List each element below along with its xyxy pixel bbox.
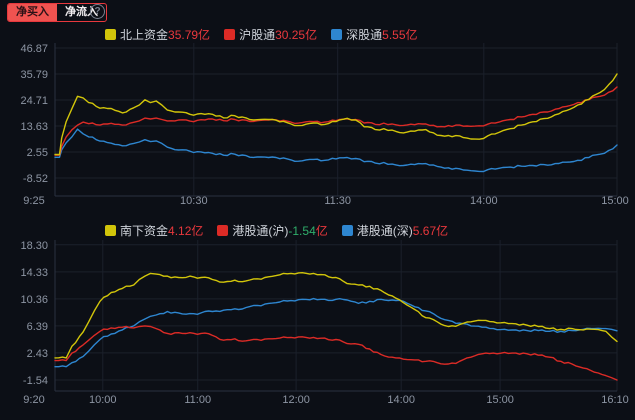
legend-unit: 亿: [436, 224, 449, 238]
swatch-red: [224, 29, 236, 40]
y-axis-tick-label: 18.30: [20, 240, 48, 252]
swatch-blue: [341, 225, 353, 236]
x-axis-tick-label: 15:00: [601, 195, 629, 207]
legend-item-shenzhen-connect: 深股通 5.55 亿: [331, 26, 418, 43]
y-axis-tick-label: 10.36: [20, 294, 48, 306]
series-line-南下资金: [54, 272, 618, 359]
x-axis-tick-label: 14:00: [387, 394, 415, 406]
legend-label: 港股通(沪): [232, 224, 289, 238]
legend-item-hk-connect-sh: 港股通(沪) -1.54 亿: [217, 222, 328, 239]
swatch-yellow: [105, 225, 116, 236]
legend-value: 5.55: [382, 27, 406, 42]
legend-value: -1.54: [288, 223, 316, 238]
chart-southbound-canvas[interactable]: 18.30 14.33 10.36 6.39 2.43 -1.54 9:20 10:00 11:…: [0, 212, 635, 420]
help-icon[interactable]: ?: [90, 4, 105, 19]
legend-northbound: 北上资金 35.79 亿 沪股通 30.25 亿 深股通 5.55 亿: [105, 26, 418, 43]
y-axis-tick-label: 13.63: [20, 121, 48, 133]
legend-unit: 亿: [198, 28, 211, 42]
y-axis-tick-label: 46.87: [20, 43, 48, 55]
legend-value: 4.12: [168, 223, 192, 238]
legend-item-north-total: 北上资金 35.79 亿: [105, 26, 210, 43]
x-axis-tick-label: 15:00: [486, 394, 514, 406]
legend-label: 深股通: [346, 28, 383, 42]
legend-item-shanghai-connect: 沪股通 30.25 亿: [224, 26, 317, 43]
legend-label: 南下资金: [120, 224, 169, 238]
x-axis-tick-label: 9:25: [23, 195, 44, 207]
swatch-blue: [331, 29, 343, 40]
legend-unit: 亿: [315, 224, 328, 238]
x-axis-tick-label: 16:10: [601, 394, 629, 406]
legend-label: 北上资金: [120, 28, 169, 42]
x-axis-tick-label: 12:00: [282, 394, 310, 406]
x-axis-tick-label: 10:30: [180, 195, 208, 207]
legend-item-hk-connect-sz: 港股通(深) 5.67 亿: [341, 222, 449, 239]
y-axis-tick-label: 2.43: [27, 348, 48, 360]
legend-unit: 亿: [405, 28, 418, 42]
series-line-深股通: [54, 128, 618, 173]
tab-net-buy[interactable]: 净买入: [8, 4, 57, 21]
x-axis-tick-label: 11:30: [324, 195, 351, 207]
tab-net-inflow[interactable]: 净流入: [65, 6, 98, 18]
x-axis-tick-label: 11:00: [184, 394, 211, 406]
y-axis-tick-label: -1.54: [23, 375, 48, 387]
legend-item-south-total: 南下资金 4.12 亿: [105, 222, 203, 239]
y-axis-tick-label: 35.79: [20, 69, 48, 81]
x-axis-tick-label: 14:00: [470, 195, 498, 207]
flow-mode-tabs: 净买入 净流入: [7, 3, 107, 22]
legend-unit: 亿: [191, 224, 204, 238]
series-line-港股通(深): [54, 297, 618, 368]
chart-northbound-canvas[interactable]: 46.87 35.79 24.71 13.63 2.55 -8.52 9:25 10:30 11…: [0, 0, 635, 212]
y-axis-tick-label: 14.33: [20, 267, 48, 279]
y-axis-tick-label: 6.39: [27, 321, 48, 333]
swatch-yellow: [105, 29, 116, 40]
legend-value: 5.67: [412, 223, 437, 238]
y-axis-tick-label: 24.71: [20, 95, 48, 107]
x-axis-tick-label: 10:00: [89, 394, 117, 406]
y-axis-tick-label: -8.52: [23, 173, 48, 185]
legend-value: 35.79: [168, 27, 199, 42]
series-line-港股通(沪): [54, 325, 618, 381]
series-line-北上资金: [54, 73, 618, 156]
x-axis-tick-label: 9:20: [23, 394, 44, 406]
swatch-red: [217, 225, 229, 236]
legend-unit: 亿: [305, 28, 318, 42]
legend-label: 沪股通: [239, 28, 276, 42]
legend-value: 30.25: [275, 27, 306, 42]
y-axis-tick-label: 2.55: [27, 147, 48, 159]
legend-southbound: 南下资金 4.12 亿 港股通(沪) -1.54 亿 港股通(深) 5.67 亿: [105, 222, 448, 239]
legend-label: 港股通(深): [356, 224, 413, 238]
